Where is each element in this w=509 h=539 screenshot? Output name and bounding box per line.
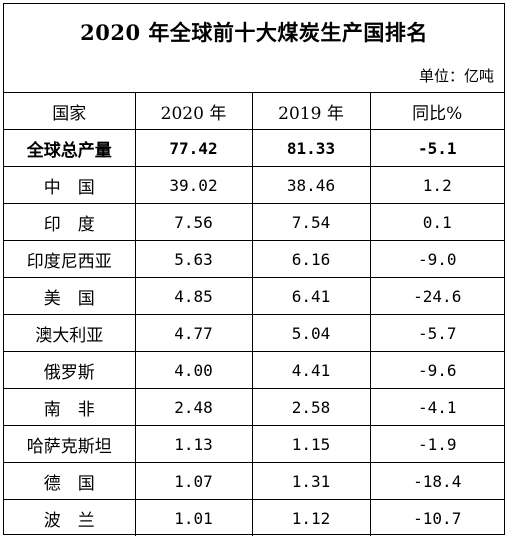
table-row: 中 国 39.02 38.46 1.2 [4,166,504,204]
cell-2019: 1.12 [251,499,370,536]
table-row: 波 兰 1.01 1.12 -10.7 [4,499,504,536]
cell-2020: 39.02 [134,166,252,204]
table-row: 南 非 2.48 2.58 -4.1 [4,388,504,426]
cell-2020: 1.13 [134,425,252,463]
cell-country: 印 度 [4,203,135,241]
cell-country: 南 非 [4,388,135,426]
cell-yoy: -9.0 [369,240,504,278]
table-row: 俄罗斯 4.00 4.41 -9.6 [4,351,504,389]
cell-yoy: -5.7 [369,314,504,352]
cell-2019: 7.54 [251,203,370,241]
cell-country: 哈萨克斯坦 [4,425,135,463]
cell-2020: 5.63 [134,240,252,278]
table-row: 哈萨克斯坦 1.13 1.15 -1.9 [4,425,504,463]
cell-yoy: 1.2 [369,166,504,204]
cell-2019: 1.15 [251,425,370,463]
table-row-total: 全球总产量 77.42 81.33 -5.1 [4,129,504,167]
cell-yoy: -24.6 [369,277,504,315]
table-row: 澳大利亚 4.77 5.04 -5.7 [4,314,504,352]
cell-yoy: -9.6 [369,351,504,389]
cell-2020: 2.48 [134,388,252,426]
cell-country: 俄罗斯 [4,351,135,389]
cell-2020: 4.00 [134,351,252,389]
table-title: 2020 年全球前十大煤炭生产国排名 [80,20,428,45]
cell-2020: 1.01 [134,499,252,536]
cell-yoy: -18.4 [369,462,504,500]
cell-2019: 4.41 [251,351,370,389]
header-2020: 2020 年 [134,93,252,130]
cell-country: 波 兰 [4,499,135,536]
cell-2019: 38.46 [251,166,370,204]
cell-yoy: -1.9 [369,425,504,463]
cell-yoy: -4.1 [369,388,504,426]
header-yoy: 同比% [369,93,504,130]
cell-country: 美 国 [4,277,135,315]
cell-2019: 2.58 [251,388,370,426]
ranking-table: 国家 2020 年 2019 年 同比% 全球总产量 77.42 81.33 -… [4,93,504,536]
table-row: 印度尼西亚 5.63 6.16 -9.0 [4,240,504,278]
cell-country: 印度尼西亚 [4,240,135,278]
cell-yoy: -5.1 [369,129,504,167]
table-row: 美 国 4.85 6.41 -24.6 [4,277,504,315]
cell-2020: 4.85 [134,277,252,315]
cell-2020: 4.77 [134,314,252,352]
table-row: 印 度 7.56 7.54 0.1 [4,203,504,241]
cell-country: 全球总产量 [4,129,135,167]
header-row: 国家 2020 年 2019 年 同比% [4,93,504,130]
table-row: 德 国 1.07 1.31 -18.4 [4,462,504,500]
cell-yoy: 0.1 [369,203,504,241]
cell-2019: 81.33 [251,129,370,167]
header-2019: 2019 年 [251,93,370,130]
ranking-table-sheet: 2020 年全球前十大煤炭生产国排名 单位：亿吨 国家 2020 年 2019 … [3,3,505,536]
cell-2019: 5.04 [251,314,370,352]
cell-2020: 77.42 [134,129,252,167]
cell-2019: 6.41 [251,277,370,315]
cell-2020: 7.56 [134,203,252,241]
cell-yoy: -10.7 [369,499,504,536]
cell-2020: 1.07 [134,462,252,500]
unit-label: 单位：亿吨 [4,60,504,93]
cell-country: 澳大利亚 [4,314,135,352]
cell-2019: 6.16 [251,240,370,278]
header-country: 国家 [52,103,87,124]
cell-country: 德 国 [4,462,135,500]
cell-2019: 1.31 [251,462,370,500]
cell-country: 中 国 [4,166,135,204]
